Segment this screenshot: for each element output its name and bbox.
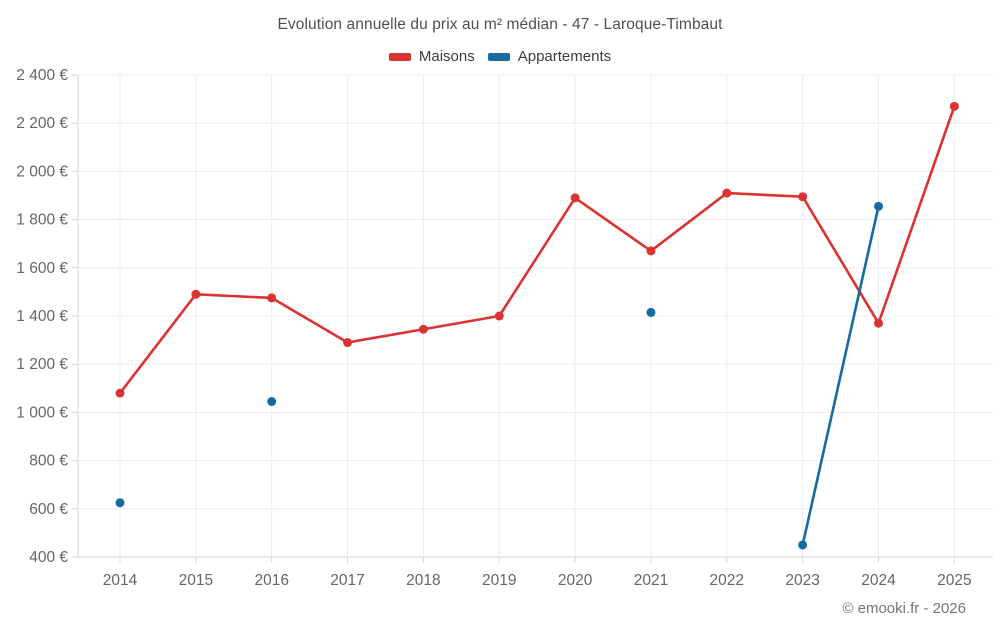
y-axis-label: 1 200 € (16, 356, 68, 373)
maisons-point-2018[interactable] (418, 324, 428, 334)
y-axis-label: 2 200 € (16, 115, 68, 132)
appartements-point-2016[interactable] (267, 397, 277, 407)
appartements-point-2024[interactable] (874, 201, 883, 211)
maisons-point-2014[interactable] (115, 388, 125, 398)
maisons-point-2021[interactable] (646, 246, 656, 256)
x-axis-label: 2023 (785, 572, 819, 589)
y-axis-label: 2 000 € (16, 163, 68, 180)
maisons-line (118, 105, 956, 395)
y-axis-label: 1 600 € (16, 260, 68, 277)
maisons-point-2025[interactable] (949, 101, 959, 111)
x-axis-label: 2014 (103, 572, 138, 589)
x-axis-label: 2022 (710, 572, 744, 589)
appartements-point-2021[interactable] (646, 307, 656, 317)
appartements-point-2023[interactable] (798, 540, 808, 550)
x-axis-label: 2015 (179, 572, 213, 589)
y-axis-label: 400 € (29, 549, 68, 566)
appartements-line (801, 205, 880, 547)
x-axis-label: 2025 (937, 572, 971, 589)
y-axis-label: 2 400 € (16, 67, 68, 84)
maisons-point-2024[interactable] (874, 318, 883, 328)
legend-item-appartements[interactable]: Appartements (487, 48, 612, 65)
x-axis-label: 2020 (558, 572, 593, 589)
y-axis-label: 1 400 € (16, 308, 68, 325)
maisons-point-2017[interactable] (343, 338, 353, 348)
x-axis-label: 2016 (254, 572, 288, 589)
chart-legend: Maisons Appartements (0, 48, 1000, 65)
x-axis-label: 2021 (634, 572, 668, 589)
legend-label: Maisons (418, 48, 475, 65)
y-axis-label: 600 € (29, 501, 68, 518)
x-axis-label: 2019 (482, 572, 516, 589)
maisons-point-2020[interactable] (570, 193, 580, 203)
legend-swatch-maisons (388, 52, 411, 61)
x-axis-label: 2018 (406, 572, 440, 589)
maisons-point-2022[interactable] (722, 188, 732, 198)
appartements-point-2014[interactable] (115, 498, 125, 508)
y-axis-label: 800 € (29, 453, 68, 470)
chart-title: Evolution annuelle du prix au m² médian … (277, 16, 723, 33)
y-axis-label: 1 000 € (16, 404, 68, 421)
maisons-point-2016[interactable] (267, 293, 277, 303)
y-axis-label: 1 800 € (16, 212, 68, 229)
x-axis-label: 2024 (861, 572, 896, 589)
legend-swatch-appartements (487, 52, 510, 61)
legend-label: Appartements (517, 48, 612, 65)
copyright-text: © emooki.fr - 2026 (842, 600, 966, 617)
legend-item-maisons[interactable]: Maisons (388, 48, 475, 65)
maisons-point-2023[interactable] (798, 192, 808, 202)
x-axis-label: 2017 (330, 572, 364, 589)
maisons-point-2015[interactable] (191, 289, 201, 299)
maisons-point-2019[interactable] (494, 311, 504, 321)
